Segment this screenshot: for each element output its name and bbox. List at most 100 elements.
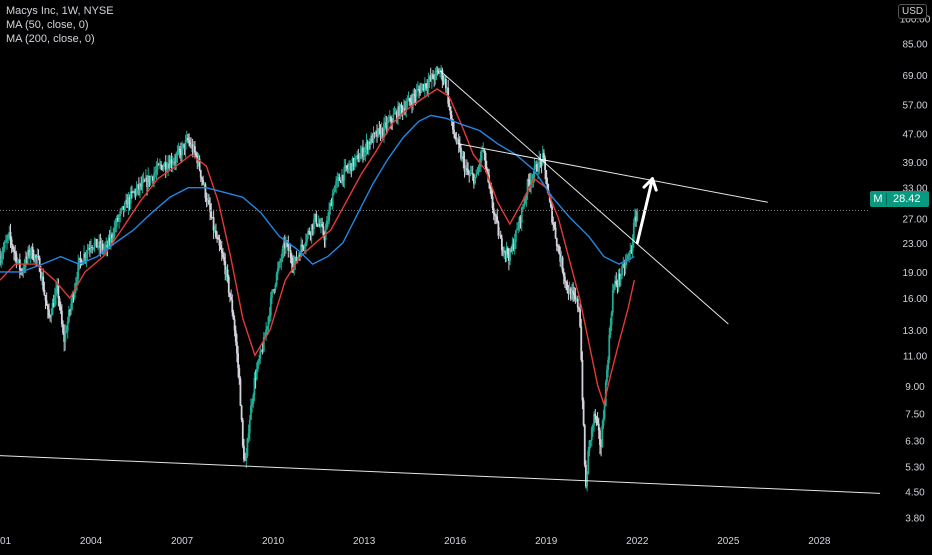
candle-body (418, 89, 420, 91)
legend-ma200[interactable]: MA (200, close, 0) (6, 33, 95, 45)
candle-body (332, 191, 335, 194)
candle-body (567, 290, 570, 294)
candle-body (394, 111, 397, 114)
candle-body (475, 174, 478, 177)
candle-body (154, 172, 157, 175)
candle-body (540, 160, 543, 165)
candle-body (323, 234, 326, 241)
candle-body (526, 179, 529, 195)
candle-body (311, 224, 314, 230)
candle-body (496, 216, 499, 222)
candle-body (174, 161, 176, 163)
candle-body (379, 128, 382, 137)
candle-body (262, 336, 265, 352)
candle-body (133, 190, 136, 192)
x-tick-label: 2028 (808, 536, 831, 547)
candle-body (85, 254, 88, 258)
candle-body (60, 310, 63, 325)
candle-body (624, 261, 627, 269)
candle-body (177, 148, 180, 153)
candle-body (523, 203, 525, 207)
candle-body (517, 228, 520, 230)
candle-body (136, 184, 139, 189)
candle-body (246, 438, 249, 457)
candle-body (557, 245, 559, 247)
candle-body (8, 231, 11, 235)
legend-ma50[interactable]: MA (50, close, 0) (6, 19, 89, 31)
candle-body (609, 325, 612, 335)
candle-body (402, 108, 405, 113)
candle-body (349, 163, 352, 167)
candle-body (181, 145, 183, 156)
candle-body (253, 377, 256, 396)
candle-body (461, 156, 464, 159)
candle-body (258, 358, 261, 362)
candle-body (188, 139, 190, 142)
y-tick-label: 47.00 (902, 130, 927, 141)
candle-body (320, 223, 322, 227)
candle-body (337, 176, 340, 179)
candle-body (86, 249, 89, 255)
candle-body (88, 248, 91, 250)
y-tick-label: 5.30 (905, 463, 925, 474)
candle-body (614, 280, 617, 286)
candle-body (152, 176, 154, 181)
candle-body (491, 196, 494, 209)
candle-body (128, 197, 131, 204)
candle-body (106, 244, 109, 248)
candle-body (53, 295, 56, 307)
candle-body (233, 319, 236, 331)
ma200-line (0, 114, 635, 273)
candle-body (122, 206, 125, 211)
legend-title[interactable]: Macys Inc, 1W, NYSE (6, 5, 114, 17)
trendline-2 (458, 143, 768, 203)
candle-body (94, 238, 97, 243)
candle-body (582, 400, 585, 426)
candle-body (13, 249, 15, 252)
candle-body (176, 152, 179, 156)
candle-body (476, 172, 479, 175)
candle-body (401, 107, 404, 113)
candle-body (419, 89, 422, 93)
candle-body (451, 119, 454, 130)
candle-body (62, 324, 64, 334)
candle-body (430, 74, 433, 80)
candle-body (581, 359, 584, 401)
candle-body (423, 83, 426, 91)
candle-body (469, 173, 472, 175)
candle-body (34, 255, 36, 261)
candle-body (17, 259, 20, 261)
candle-body (534, 164, 537, 166)
x-tick-label: 2001 (0, 536, 12, 547)
candle-body (541, 153, 544, 165)
candle-body (346, 168, 349, 170)
candle-body (156, 164, 159, 170)
candle-body (251, 403, 254, 406)
candle-body (74, 282, 77, 290)
candle-body (230, 297, 233, 300)
candle-body (573, 292, 576, 296)
candle-body (618, 273, 621, 280)
candle-body (500, 238, 503, 251)
y-tick-label: 100.00 (900, 15, 931, 26)
candle-body (201, 177, 203, 180)
candle-body (381, 128, 384, 136)
candle-body (129, 191, 132, 204)
candle-body (391, 121, 394, 123)
candle-body (497, 221, 500, 236)
candle-body (30, 246, 33, 252)
candle-body (0, 257, 3, 263)
candle-body (232, 312, 235, 320)
candle-body (454, 134, 457, 139)
currency-label[interactable]: USD (898, 4, 928, 19)
candle-body (39, 271, 42, 279)
candle-body (537, 171, 539, 173)
candle-body (552, 222, 555, 225)
candle-body (109, 234, 112, 243)
candle-body (482, 149, 485, 151)
candle-body (457, 139, 460, 145)
candle-body (42, 276, 45, 290)
candle-body (148, 175, 151, 183)
